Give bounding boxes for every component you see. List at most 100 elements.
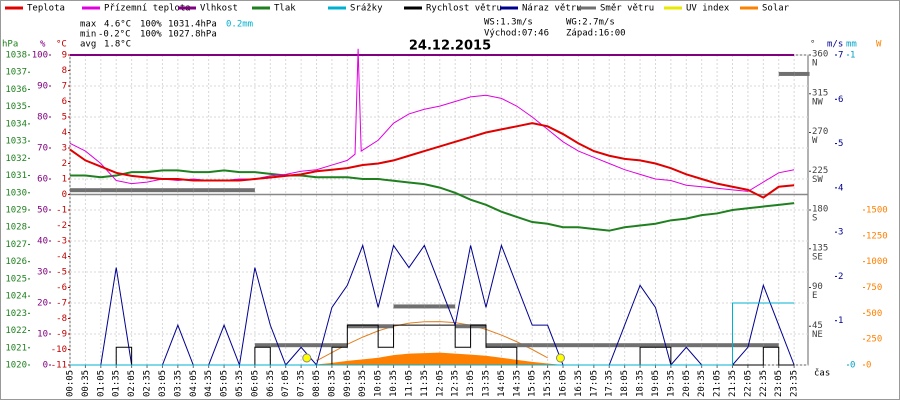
y-tick-label: NE — [812, 330, 823, 340]
y-tick-label: 70 — [37, 144, 48, 154]
y-tick-label: 1037 — [5, 68, 27, 78]
x-tick-label: 09:35 — [358, 370, 368, 397]
y-tick-label: 1031 — [5, 171, 27, 181]
y-tick-label: 3 — [62, 144, 67, 154]
x-tick-label: 04:35 — [204, 370, 214, 397]
x-tick-label: 21:05 — [713, 370, 723, 397]
legend-label: Rychlost větru — [426, 4, 502, 14]
y-tick-label: -4 — [56, 252, 67, 262]
y-tick-label: 315 — [812, 88, 828, 98]
x-tick-label: 08:35 — [327, 370, 337, 397]
x-tick-label: 16:35 — [574, 370, 584, 397]
y-tick-label: 1250 — [866, 231, 888, 241]
y-tick-label: 30 — [37, 268, 48, 278]
y-tick-label: 250 — [866, 335, 882, 345]
y-tick-label: 8 — [62, 66, 67, 76]
y-tick-label: 1029 — [5, 206, 27, 216]
y-tick-label: 1500 — [866, 206, 888, 216]
y-tick-label: 270 — [812, 127, 828, 137]
y-tick-label: 7 — [62, 82, 67, 92]
y-tick-label: 2 — [62, 159, 67, 169]
x-tick-label: 18:05 — [620, 370, 630, 397]
y-tick-label: W — [812, 136, 818, 146]
legend-label: Srážky — [350, 4, 383, 14]
y-tick-label: 1027 — [5, 240, 27, 250]
stat-value: 1027.8hPa — [168, 30, 217, 40]
series-area — [70, 352, 795, 365]
y-tick-label: 7 — [838, 51, 843, 61]
series-line — [70, 169, 795, 232]
legend-label: Solar — [762, 4, 790, 14]
series-line — [70, 243, 795, 367]
y-tick-label: 1021 — [5, 343, 27, 353]
y-tick-label: 1025 — [5, 274, 27, 284]
legend-label: Tlak — [274, 4, 296, 14]
y-tick-label: -1 — [56, 206, 67, 216]
x-tick-label: 09:05 — [343, 370, 353, 397]
legend-label: Vlhkost — [200, 4, 238, 14]
y-tick-label: 90 — [37, 82, 48, 92]
y-tick-label: 1000 — [866, 257, 888, 267]
y-tick-label: 10 — [37, 330, 48, 340]
stat-value: WG:2.7m/s — [566, 18, 615, 28]
x-tick-label: 19:35 — [666, 370, 676, 397]
y-tick-label: S — [812, 214, 817, 224]
y-tick-label: 1028 — [5, 223, 27, 233]
legend-label: Náraz větru — [522, 4, 582, 14]
x-tick-label: 03:35 — [173, 370, 183, 397]
legend-label: Teplota — [27, 4, 65, 14]
axis-unit: °C — [56, 40, 67, 50]
axis-unit: ° — [810, 40, 815, 50]
x-tick-label: 16:05 — [559, 370, 569, 397]
y-tick-label: 1 — [838, 316, 843, 326]
y-tick-label: 40 — [37, 237, 48, 247]
y-tick-label: -7 — [56, 299, 67, 309]
stat-value: WS:1.3m/s — [484, 18, 533, 28]
x-tick-label: 14:35 — [512, 370, 522, 397]
y-tick-label: 500 — [866, 309, 882, 319]
axis-unit: m/s — [827, 40, 843, 50]
y-tick-label: 2 — [838, 272, 843, 282]
y-tick-label: -11 — [51, 361, 67, 371]
x-tick-label: 15:35 — [543, 370, 553, 397]
sun-mark — [555, 353, 565, 363]
y-tick-label: 360 — [812, 50, 828, 60]
y-tick-label: 1034 — [5, 119, 27, 129]
y-tick-label: 1026 — [5, 257, 27, 267]
x-tick-label: 10:05 — [374, 370, 384, 397]
x-tick-label: 22:35 — [759, 370, 769, 397]
y-tick-label: 1033 — [5, 137, 27, 147]
x-tick-label: 13:05 — [466, 370, 476, 397]
y-tick-label: 180 — [812, 205, 828, 215]
y-tick-label: 5 — [838, 139, 843, 149]
y-tick-label: 1036 — [5, 85, 27, 95]
x-tick-label: 11:05 — [404, 370, 414, 397]
stat-value: Východ:07:46 — [484, 29, 549, 39]
x-tick-label: 20:05 — [682, 370, 692, 397]
x-tick-label: 20:35 — [697, 370, 707, 397]
y-tick-label: 6 — [62, 97, 67, 107]
x-tick-label: 14:05 — [497, 370, 507, 397]
x-tick-label: 15:05 — [528, 370, 538, 397]
x-tick-label: 18:35 — [636, 370, 646, 397]
y-tick-label: 0 — [62, 190, 67, 200]
stat-value: -0.2°C — [98, 30, 131, 40]
x-tick-label: 21:35 — [728, 370, 738, 397]
x-tick-label: 10:35 — [389, 370, 399, 397]
y-tick-label: 5 — [62, 113, 67, 123]
y-tick-label: 9 — [62, 51, 67, 61]
y-tick-label: 1035 — [5, 102, 27, 112]
y-tick-label: 6 — [838, 95, 843, 105]
y-tick-label: 750 — [866, 283, 882, 293]
y-tick-label: 1023 — [5, 309, 27, 319]
y-tick-label: -6 — [56, 283, 67, 293]
y-tick-label: -10 — [51, 345, 67, 355]
x-tick-label: 06:35 — [266, 370, 276, 397]
axis-unit: % — [40, 40, 46, 50]
y-tick-label: 80 — [37, 113, 48, 123]
x-tick-label: 08:05 — [312, 370, 322, 397]
x-tick-label: 07:35 — [297, 370, 307, 397]
y-tick-label: N — [812, 59, 817, 69]
y-tick-label: 60 — [37, 175, 48, 185]
